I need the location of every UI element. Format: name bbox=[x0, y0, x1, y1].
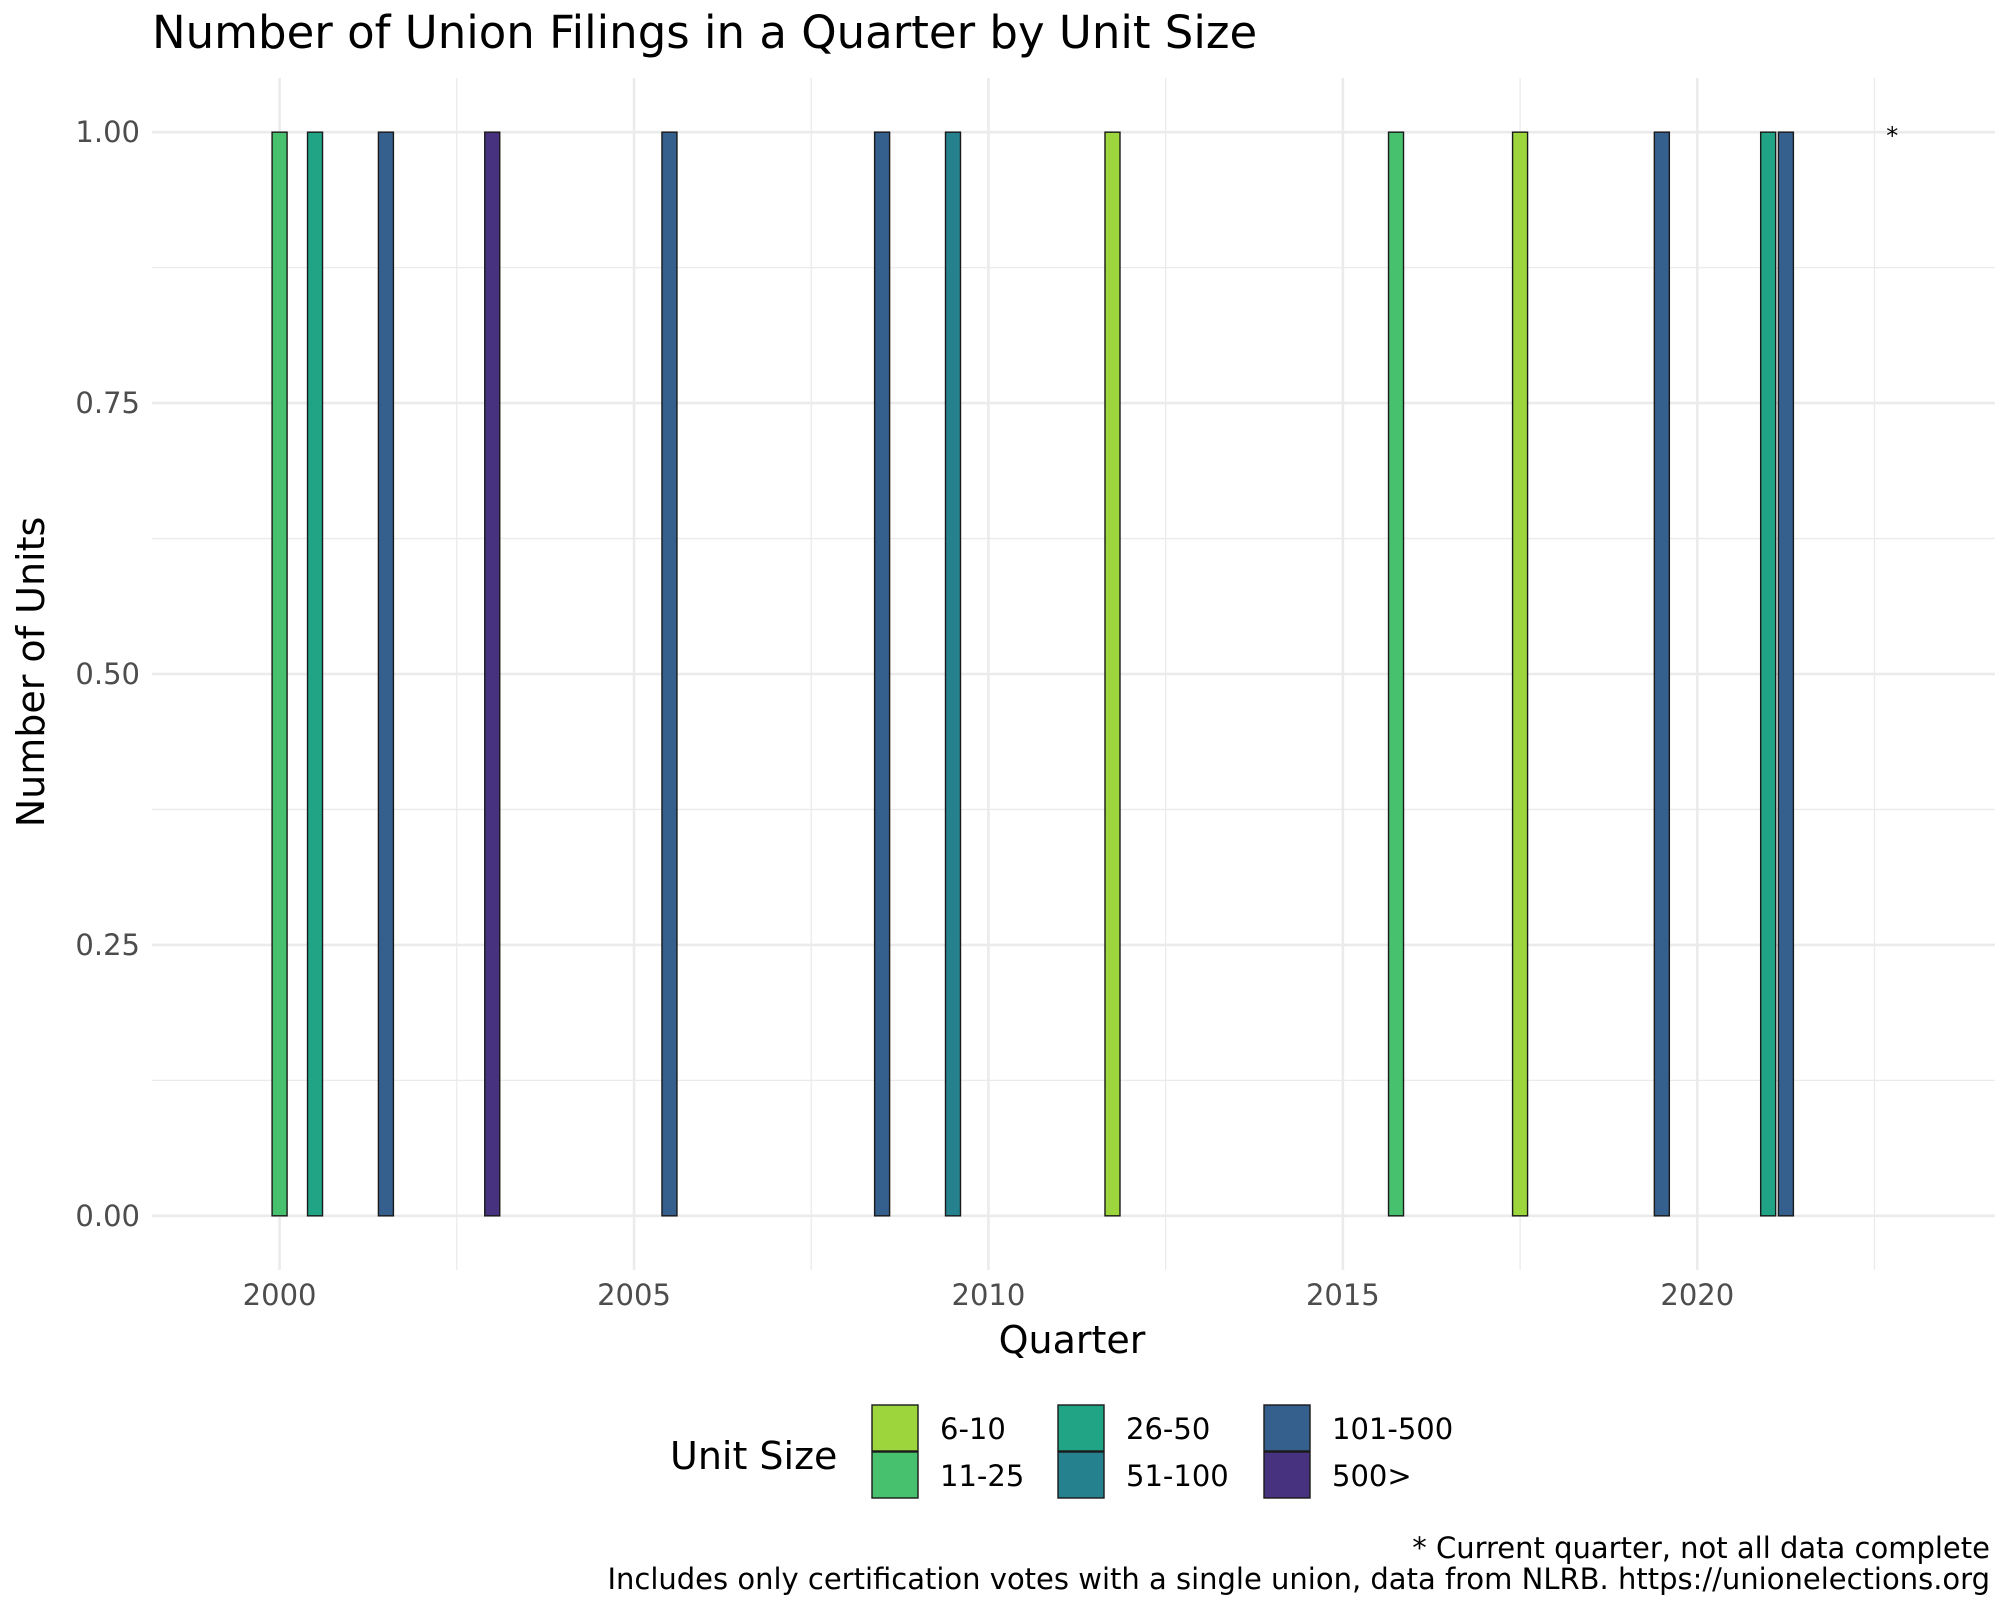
caption-line-1: * Current quarter, not all data complete bbox=[1412, 1531, 1990, 1565]
legend-key bbox=[871, 1404, 919, 1452]
x-tick-label: 2020 bbox=[1660, 1278, 1734, 1312]
bar bbox=[1387, 131, 1405, 1217]
grid-major bbox=[152, 78, 1995, 1270]
x-tick-label: 2000 bbox=[243, 1278, 317, 1312]
legend-label: 101-500 bbox=[1332, 1412, 1453, 1446]
x-axis-ticks: 2000 2005 2010 2015 2020 bbox=[243, 1278, 1735, 1312]
bar bbox=[1777, 131, 1795, 1217]
legend-key bbox=[1263, 1451, 1311, 1499]
x-tick-label: 2005 bbox=[597, 1278, 671, 1312]
y-tick-label: 1.00 bbox=[75, 115, 140, 149]
legend-key bbox=[871, 1451, 919, 1499]
y-tick-label: 0.75 bbox=[75, 386, 140, 420]
bar bbox=[944, 131, 962, 1217]
x-tick-label: 2015 bbox=[1306, 1278, 1380, 1312]
bar bbox=[661, 131, 678, 1217]
bar bbox=[377, 131, 395, 1217]
bar bbox=[873, 131, 891, 1217]
y-axis-ticks: 0.00 0.25 0.50 0.75 1.00 bbox=[75, 115, 140, 1233]
current-quarter-annotation: * bbox=[1886, 122, 1898, 150]
legend-title: Unit Size bbox=[670, 1434, 837, 1478]
y-tick-label: 0.50 bbox=[75, 657, 140, 691]
legend-label: 51-100 bbox=[1126, 1459, 1229, 1493]
bar bbox=[271, 131, 288, 1217]
legend-key bbox=[1057, 1451, 1105, 1499]
bar bbox=[1759, 131, 1777, 1217]
bar bbox=[1653, 131, 1671, 1217]
bar bbox=[1104, 131, 1121, 1217]
y-axis-label: Number of Units bbox=[9, 517, 53, 828]
bars bbox=[271, 131, 1795, 1217]
x-axis-label: Quarter bbox=[999, 1318, 1146, 1362]
legend-label: 11-25 bbox=[940, 1459, 1024, 1493]
legend-label: 26-50 bbox=[1126, 1412, 1210, 1446]
legend-label: 500> bbox=[1332, 1459, 1412, 1493]
legend-label: 6-10 bbox=[940, 1412, 1006, 1446]
chart-title: Number of Union Filings in a Quarter by … bbox=[152, 6, 1257, 59]
y-tick-label: 0.25 bbox=[75, 928, 140, 962]
bar bbox=[1511, 131, 1529, 1217]
legend: Unit Size 6-10 11-25 26-50 51-100 101-500 500… bbox=[670, 1404, 1453, 1499]
caption-line-2: Includes only certification votes with a… bbox=[607, 1562, 1990, 1596]
x-tick-label: 2010 bbox=[952, 1278, 1026, 1312]
legend-key bbox=[1263, 1404, 1311, 1452]
legend-key bbox=[1057, 1404, 1105, 1452]
y-tick-label: 0.00 bbox=[75, 1199, 140, 1233]
bar bbox=[484, 131, 501, 1217]
bar bbox=[306, 131, 324, 1217]
